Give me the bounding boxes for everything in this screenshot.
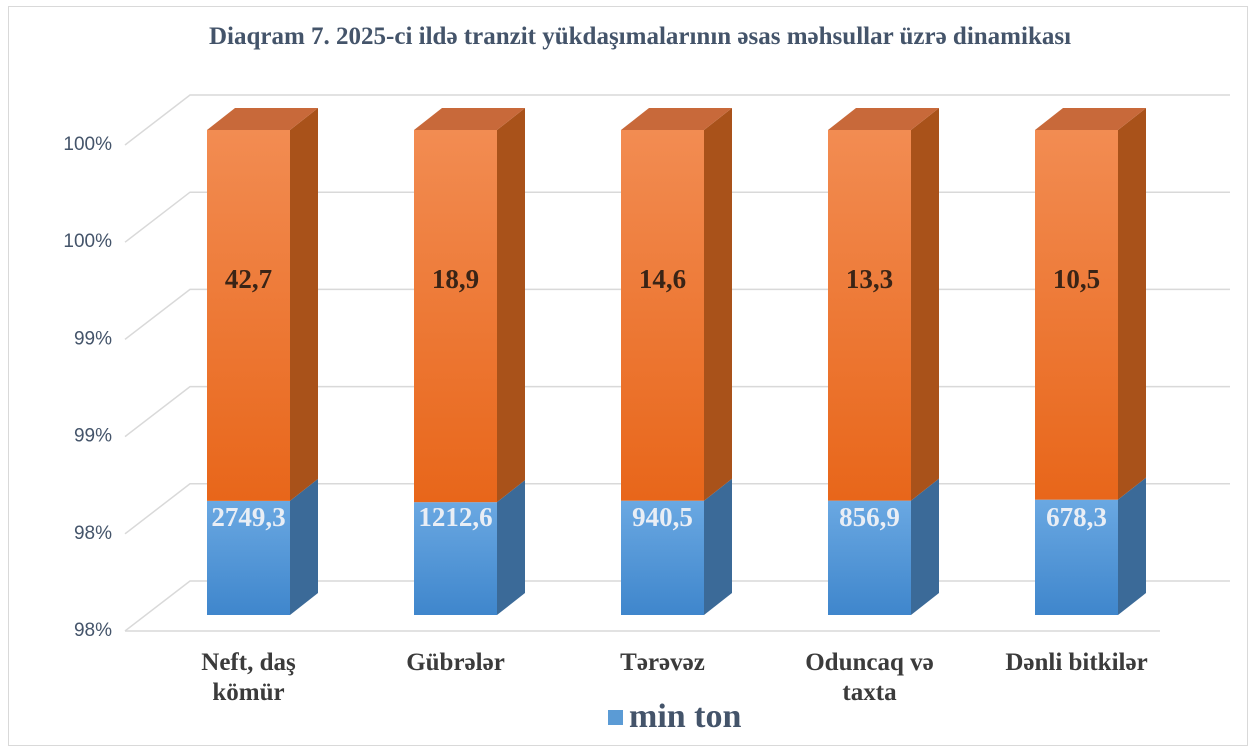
legend-swatch: [608, 709, 623, 725]
bar-top: [1035, 108, 1146, 130]
x-tick-label: Tərəvəz: [620, 649, 705, 676]
x-tick-label: Oduncaq və taxta: [805, 649, 934, 706]
data-label: 940,5: [632, 502, 693, 532]
bar-face: [911, 108, 939, 501]
data-label: 18,9: [432, 264, 479, 294]
bar-face: [414, 130, 497, 503]
y-tick-label: 99%: [74, 426, 112, 447]
y-tick-label: 100%: [63, 134, 112, 155]
y-tick-label: 98%: [74, 523, 112, 544]
data-label: 13,3: [846, 264, 893, 294]
bar-top: [621, 108, 732, 130]
bar-face: [704, 108, 732, 501]
data-label: 856,9: [839, 502, 900, 532]
x-tick-label: Neft, daş kömür: [201, 649, 296, 706]
bar-face: [621, 500, 704, 615]
bar-top: [207, 108, 318, 130]
bar-face: [497, 108, 525, 503]
bar-face: [621, 130, 704, 501]
data-label: 14,6: [639, 264, 686, 294]
data-label: 10,5: [1053, 264, 1100, 294]
data-label: 1212,6: [418, 502, 492, 532]
bar-face: [290, 478, 318, 615]
bar-top: [414, 108, 525, 130]
bar-top: [828, 108, 939, 130]
bar-face: [207, 130, 290, 501]
bar-face: [414, 502, 497, 615]
grid-line: [124, 94, 1230, 146]
bar-segment: [414, 108, 525, 503]
bar-face: [1118, 108, 1146, 500]
bar-face: [290, 108, 318, 501]
x-tick-label: Gübrələr: [406, 649, 505, 676]
bar-face: [1035, 499, 1118, 615]
bar-segment: [621, 108, 732, 501]
bar-face: [704, 478, 732, 615]
bar-face: [1035, 130, 1118, 500]
bar-segment: [621, 478, 732, 615]
legend: min ton: [608, 698, 741, 736]
bar-segment: [1035, 108, 1146, 500]
bar-face: [911, 478, 939, 615]
bar-segment: [828, 108, 939, 501]
y-tick-label: 98%: [74, 620, 112, 641]
bar-segment: [1035, 477, 1146, 615]
data-label: 42,7: [225, 264, 272, 294]
chart-title: Diaqram 7. 2025-ci ildə tranzit yükdaşım…: [208, 23, 1072, 50]
data-label: 2749,3: [211, 502, 285, 532]
y-tick-label: 99%: [74, 328, 112, 349]
bar-segment: [414, 480, 525, 615]
bar-segment: [207, 108, 318, 501]
data-label: 678,3: [1046, 502, 1107, 532]
bar-face: [828, 130, 911, 501]
bar-face: [207, 500, 290, 615]
bar-face: [497, 480, 525, 615]
bar-segment: [828, 478, 939, 615]
y-tick-label: 100%: [63, 231, 112, 252]
bar-segment: [207, 478, 318, 615]
x-tick-label: Dənli bitkilər: [1005, 649, 1148, 676]
bar-face: [828, 500, 911, 615]
legend-label: min ton: [629, 698, 742, 735]
bar-face: [1118, 477, 1146, 615]
